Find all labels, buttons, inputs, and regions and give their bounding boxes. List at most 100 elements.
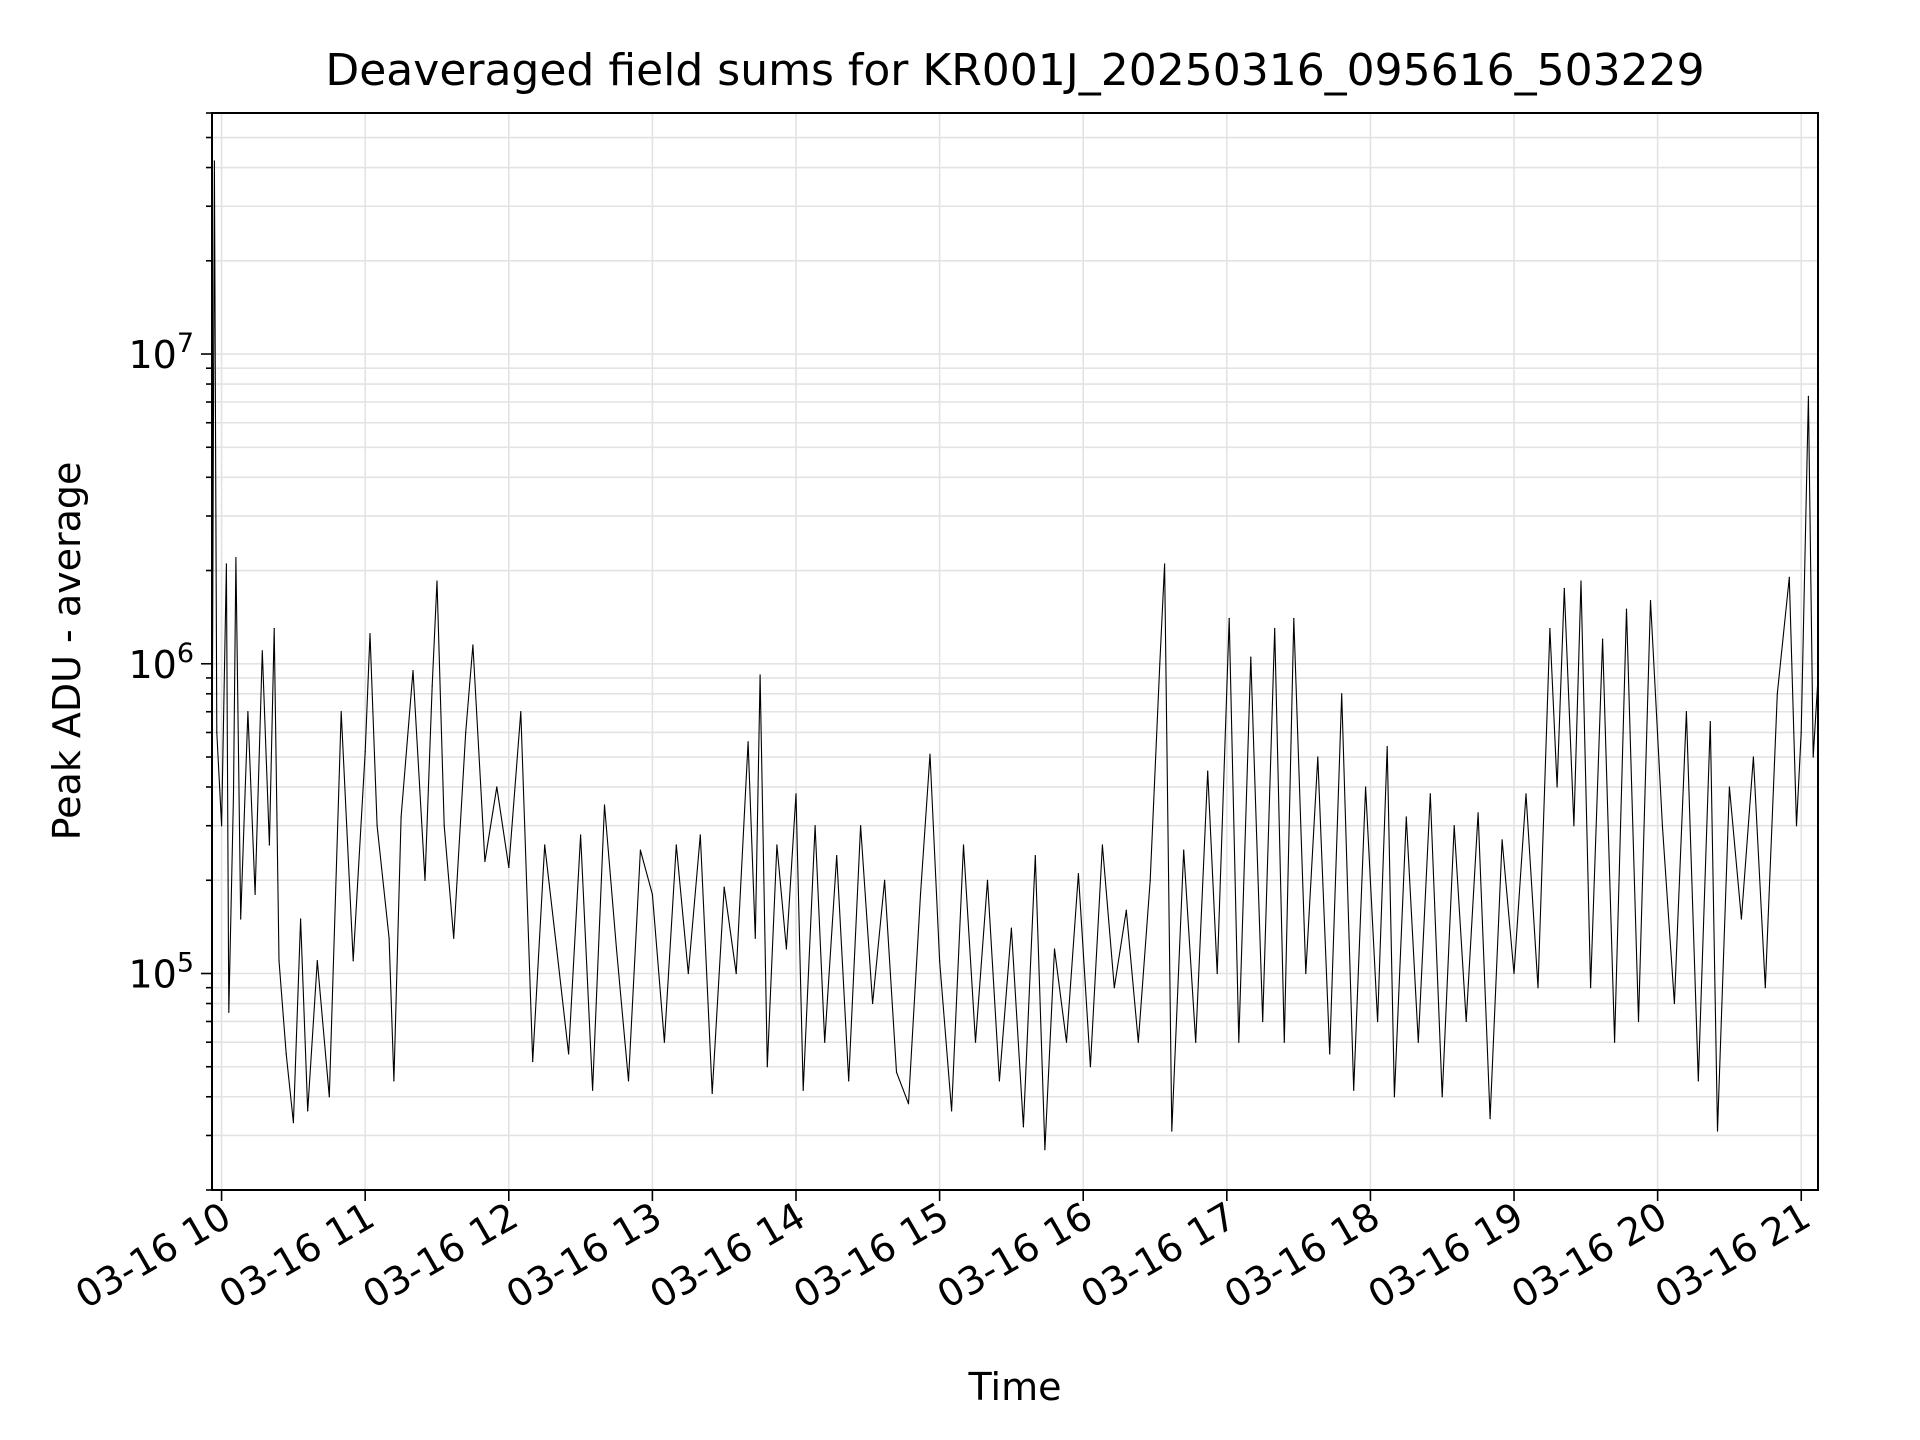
- data-point: [424, 879, 426, 881]
- data-point: [568, 1053, 570, 1055]
- data-point: [1728, 786, 1730, 788]
- data-point: [300, 918, 302, 920]
- data-point: [1685, 711, 1687, 713]
- data-point: [472, 644, 474, 646]
- data-point: [556, 948, 558, 950]
- data-point: [1274, 627, 1276, 630]
- data-point: [213, 160, 215, 162]
- data-point: [1417, 1041, 1419, 1043]
- data-point: [1341, 693, 1343, 695]
- data-point: [1164, 563, 1166, 565]
- data-point: [1549, 627, 1551, 630]
- data-point: [1673, 1002, 1675, 1005]
- data-point: [216, 731, 218, 734]
- data-point: [639, 849, 642, 851]
- data-point: [1477, 812, 1479, 814]
- data-point: [393, 1080, 395, 1082]
- data-point: [699, 834, 701, 836]
- data-point: [1580, 580, 1582, 582]
- data-point: [247, 711, 249, 713]
- data-point: [1563, 587, 1565, 590]
- data-point: [814, 825, 816, 827]
- data-point: [929, 753, 931, 755]
- data-point: [754, 937, 756, 939]
- data-point: [735, 972, 737, 975]
- data-point: [235, 557, 237, 559]
- y-tick-label: 107: [128, 328, 194, 377]
- data-point: [228, 1011, 230, 1013]
- data-point: [1590, 987, 1592, 989]
- data-point: [1501, 839, 1503, 841]
- data-point: [1101, 844, 1103, 846]
- data-point: [484, 860, 486, 863]
- data-point: [340, 711, 342, 713]
- data-point: [1250, 656, 1252, 658]
- data-point: [1776, 693, 1778, 695]
- data-point: [328, 1096, 330, 1098]
- data-point: [1465, 1020, 1467, 1023]
- data-point: [1795, 825, 1798, 827]
- data-point: [1077, 873, 1079, 875]
- data-point: [962, 844, 965, 846]
- data-point: [261, 650, 263, 652]
- data-point: [1159, 663, 1161, 665]
- data-point: [532, 1060, 534, 1063]
- data-point: [1614, 1041, 1616, 1043]
- data-point: [603, 804, 606, 806]
- data-point: [1113, 987, 1115, 989]
- data-point: [1183, 849, 1185, 851]
- data-point: [1207, 770, 1209, 772]
- data-point: [723, 886, 725, 888]
- data-point: [1697, 1080, 1699, 1082]
- data-point: [1537, 987, 1539, 989]
- data-point: [1125, 909, 1127, 911]
- data-point: [376, 825, 378, 827]
- data-point: [580, 834, 582, 836]
- data-point: [785, 948, 788, 950]
- data-point: [292, 1122, 294, 1124]
- data-point: [998, 1080, 1001, 1082]
- data-point: [1764, 987, 1766, 989]
- data-point: [465, 731, 467, 734]
- data-point: [412, 670, 414, 672]
- data-point: [1034, 855, 1036, 857]
- data-point: [1283, 1041, 1285, 1043]
- data-point: [795, 793, 797, 795]
- data-point: [907, 1103, 910, 1105]
- data-point: [1637, 1020, 1640, 1023]
- data-point: [1709, 721, 1711, 723]
- data-point: [872, 1002, 874, 1005]
- data-point: [1195, 1041, 1197, 1043]
- data-point: [711, 1092, 713, 1094]
- data-point: [285, 1053, 287, 1055]
- data-point: [1149, 879, 1151, 881]
- data-point: [848, 1080, 850, 1082]
- data-point: [1353, 1089, 1355, 1091]
- data-point: [884, 879, 886, 881]
- data-point: [544, 844, 546, 846]
- data-point: [1752, 756, 1754, 758]
- data-point: [240, 918, 242, 920]
- series-layer: [211, 160, 1819, 1151]
- data-point: [974, 1041, 977, 1043]
- data-point: [388, 937, 390, 939]
- data-point: [1661, 825, 1663, 827]
- data-point: [520, 711, 522, 713]
- data-point: [663, 1041, 666, 1043]
- data-point: [436, 580, 438, 582]
- x-axis-label: Time: [968, 1365, 1062, 1409]
- data-point: [453, 937, 455, 939]
- data-point: [1365, 786, 1367, 788]
- data-point: [316, 960, 318, 962]
- data-point: [254, 893, 256, 896]
- data-point: [364, 751, 366, 753]
- data-point: [400, 816, 402, 818]
- data-point: [1625, 608, 1628, 610]
- data-point: [1649, 599, 1652, 602]
- series-line: [211, 160, 1819, 1151]
- data-point: [1228, 617, 1230, 620]
- data-point: [651, 893, 654, 896]
- data-point: [1238, 1041, 1240, 1043]
- data-point: [1216, 972, 1218, 975]
